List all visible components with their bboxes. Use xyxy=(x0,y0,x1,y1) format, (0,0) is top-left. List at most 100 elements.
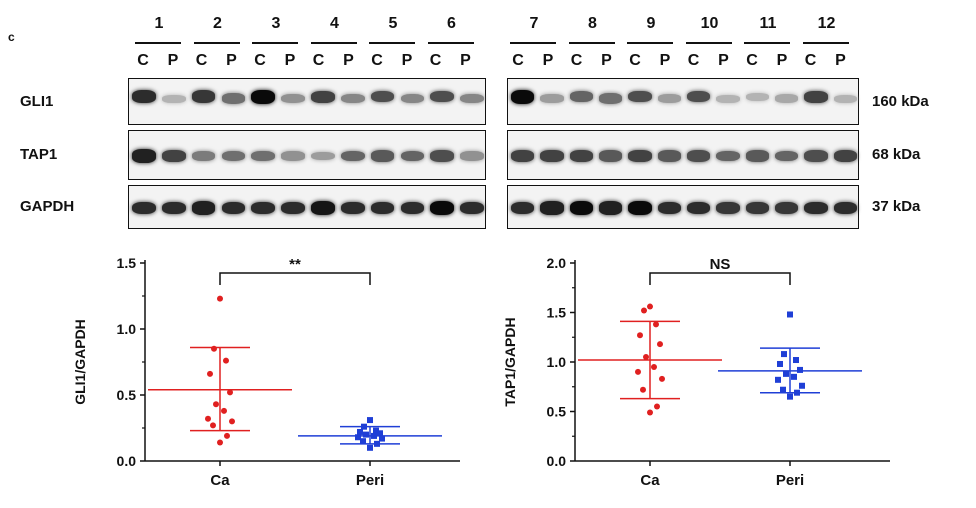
blot-band xyxy=(132,149,156,163)
blot-band xyxy=(132,90,156,103)
data-point xyxy=(207,370,213,377)
data-point xyxy=(223,357,229,364)
blot-band xyxy=(191,90,216,103)
lane-sample-label: C xyxy=(429,52,442,69)
blot-band xyxy=(628,150,652,162)
lane-bracket xyxy=(685,42,732,44)
blot-band xyxy=(281,151,305,161)
molecular-weight-label: 160 kDa xyxy=(872,92,929,110)
blot-band xyxy=(400,93,425,104)
lane-number: 3 xyxy=(271,15,281,32)
blot-band xyxy=(340,93,365,104)
lane-number: 9 xyxy=(646,15,656,32)
blot-band xyxy=(804,90,828,103)
y-tick-label: 1.0 xyxy=(547,354,567,370)
x-tick-label: Peri xyxy=(356,472,384,489)
lane-sample-label: C xyxy=(629,52,641,69)
blot-row-label: GLI1 xyxy=(20,92,54,110)
x-tick-label: Ca xyxy=(640,472,660,489)
lane-sample-label: C xyxy=(804,52,817,69)
blot-band xyxy=(400,150,425,162)
significance-label: ** xyxy=(289,256,301,273)
lane-sample-label: P xyxy=(460,52,471,69)
lane-number: 12 xyxy=(817,15,836,32)
blot-panel xyxy=(507,78,859,125)
lane-bracket xyxy=(627,42,673,44)
lane-number: 8 xyxy=(588,15,597,32)
significance-label: NS xyxy=(710,256,731,273)
data-point xyxy=(780,386,786,393)
molecular-weight-label: 68 kDa xyxy=(872,146,921,163)
blot-band xyxy=(161,94,186,103)
lane-bracket xyxy=(135,42,181,44)
lane-bracket xyxy=(510,42,556,44)
y-tick-label: 0.0 xyxy=(547,453,567,469)
y-tick-label: 2.0 xyxy=(547,255,567,271)
data-point xyxy=(379,435,385,442)
lane-number: 6 xyxy=(447,15,456,32)
blot-band xyxy=(775,201,799,215)
lane-sample-label: P xyxy=(284,52,296,69)
lane-sample-label: C xyxy=(137,52,149,69)
data-point xyxy=(229,418,235,425)
blot-band xyxy=(430,150,455,162)
blot-band xyxy=(221,201,246,215)
blot-band xyxy=(657,150,681,162)
data-point xyxy=(787,311,793,318)
blot-band xyxy=(716,150,740,162)
data-point xyxy=(643,354,649,361)
data-point xyxy=(635,368,641,375)
blot-panel xyxy=(128,185,486,229)
data-point xyxy=(205,415,211,422)
blot-band xyxy=(833,94,857,103)
blot-band xyxy=(599,201,623,215)
blot-band xyxy=(161,201,186,215)
blot-band xyxy=(311,201,335,215)
lane-number: 5 xyxy=(388,15,398,32)
data-point xyxy=(640,386,646,393)
blot-band xyxy=(804,150,828,162)
blot-band xyxy=(745,92,769,101)
blot-band xyxy=(833,201,857,215)
blot-band xyxy=(281,93,305,104)
lane-bracket xyxy=(802,42,849,44)
blot-panel xyxy=(507,130,859,180)
data-point xyxy=(799,382,805,389)
blot-band xyxy=(430,90,455,103)
data-point xyxy=(373,427,379,434)
lane-number: 4 xyxy=(330,15,339,32)
blot-band xyxy=(370,90,395,103)
blot-band xyxy=(745,150,769,162)
lane-bracket xyxy=(193,42,240,44)
molecular-weight-label: 37 kDa xyxy=(872,198,921,215)
significance-bracket xyxy=(219,272,371,285)
lane-sample-label: C xyxy=(512,52,524,69)
lane-bracket xyxy=(252,42,298,44)
lane-bracket xyxy=(369,42,415,44)
data-point xyxy=(211,345,217,352)
blot-band xyxy=(221,93,246,104)
blot-band xyxy=(191,151,216,161)
blot-row-label: GAPDH xyxy=(20,198,75,215)
blot-band xyxy=(687,150,711,162)
blot-band xyxy=(251,150,276,162)
lane-sample-label: C xyxy=(254,52,266,69)
blot-band xyxy=(460,93,484,104)
data-point xyxy=(363,431,369,438)
data-point xyxy=(653,321,659,328)
blot-band xyxy=(430,201,455,215)
blot-band xyxy=(599,150,623,162)
blot-band xyxy=(657,201,681,215)
data-point xyxy=(367,417,373,424)
blot-band xyxy=(569,201,593,215)
data-point xyxy=(654,403,660,410)
lane-sample-label: C xyxy=(195,52,208,69)
blot-band xyxy=(687,201,711,215)
lane-number: 10 xyxy=(700,15,719,32)
data-point xyxy=(659,375,665,382)
blot-band xyxy=(340,201,365,215)
lane-sample-label: C xyxy=(312,52,325,69)
lane-sample-label: P xyxy=(401,52,413,69)
data-point xyxy=(377,430,383,437)
data-point xyxy=(647,303,653,310)
